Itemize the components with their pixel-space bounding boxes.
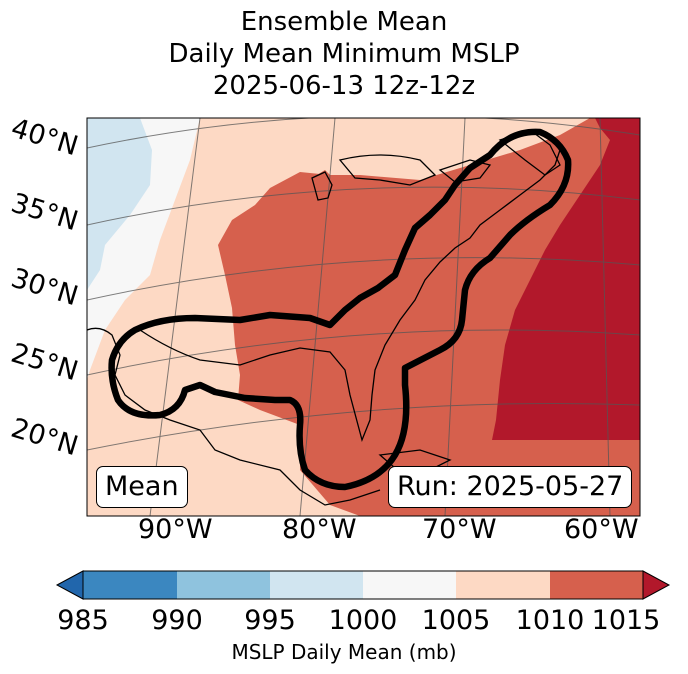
colorbar-tick-1015: 1015 (591, 605, 661, 636)
lon-label-70w: 70°W (422, 514, 497, 545)
field-995-1000 (87, 118, 152, 290)
lon-label-60w: 60°W (564, 514, 639, 545)
field-over-1015-east (595, 118, 640, 140)
lon-label-90w: 90°W (138, 514, 213, 545)
colorbar-bin-1010-1015 (550, 571, 643, 599)
colorbar-bin-995-1000 (270, 571, 363, 599)
colorbar-tick-1005: 1005 (421, 605, 491, 636)
colorbar-tick-1000: 1000 (328, 605, 398, 636)
colorbar-tick-990: 990 (151, 605, 203, 636)
title-line-2: Daily Mean Minimum MSLP (168, 39, 520, 69)
title-line-1: Ensemble Mean (240, 7, 448, 37)
colorbar-tick-995: 995 (244, 605, 296, 636)
colorbar-label: MSLP Daily Mean (mb) (231, 640, 457, 664)
colorbar-tick-1010: 1010 (515, 605, 585, 636)
track-contour (108, 128, 572, 491)
colorbar-over-arrow (642, 570, 671, 600)
colorbar-bin-1005-1010 (456, 571, 550, 599)
colorbar-frame (82, 570, 644, 600)
mean-label-box: Mean (96, 466, 188, 508)
colorbar-bin-990-995 (177, 571, 270, 599)
run-label-box: Run: 2025-05-27 (388, 466, 633, 508)
title-line-3: 2025-06-13 12z-12z (212, 71, 476, 101)
graticule (87, 118, 640, 516)
colorbar-tick-985: 985 (57, 605, 109, 636)
colorbar-bin-1000-1005 (363, 571, 456, 599)
map-frame (86, 117, 641, 517)
lon-label-80w: 80°W (282, 514, 357, 545)
colorbar-bin-985-990 (83, 571, 177, 599)
colorbar-under-arrow (55, 570, 84, 600)
field-over-1015 (492, 130, 640, 440)
